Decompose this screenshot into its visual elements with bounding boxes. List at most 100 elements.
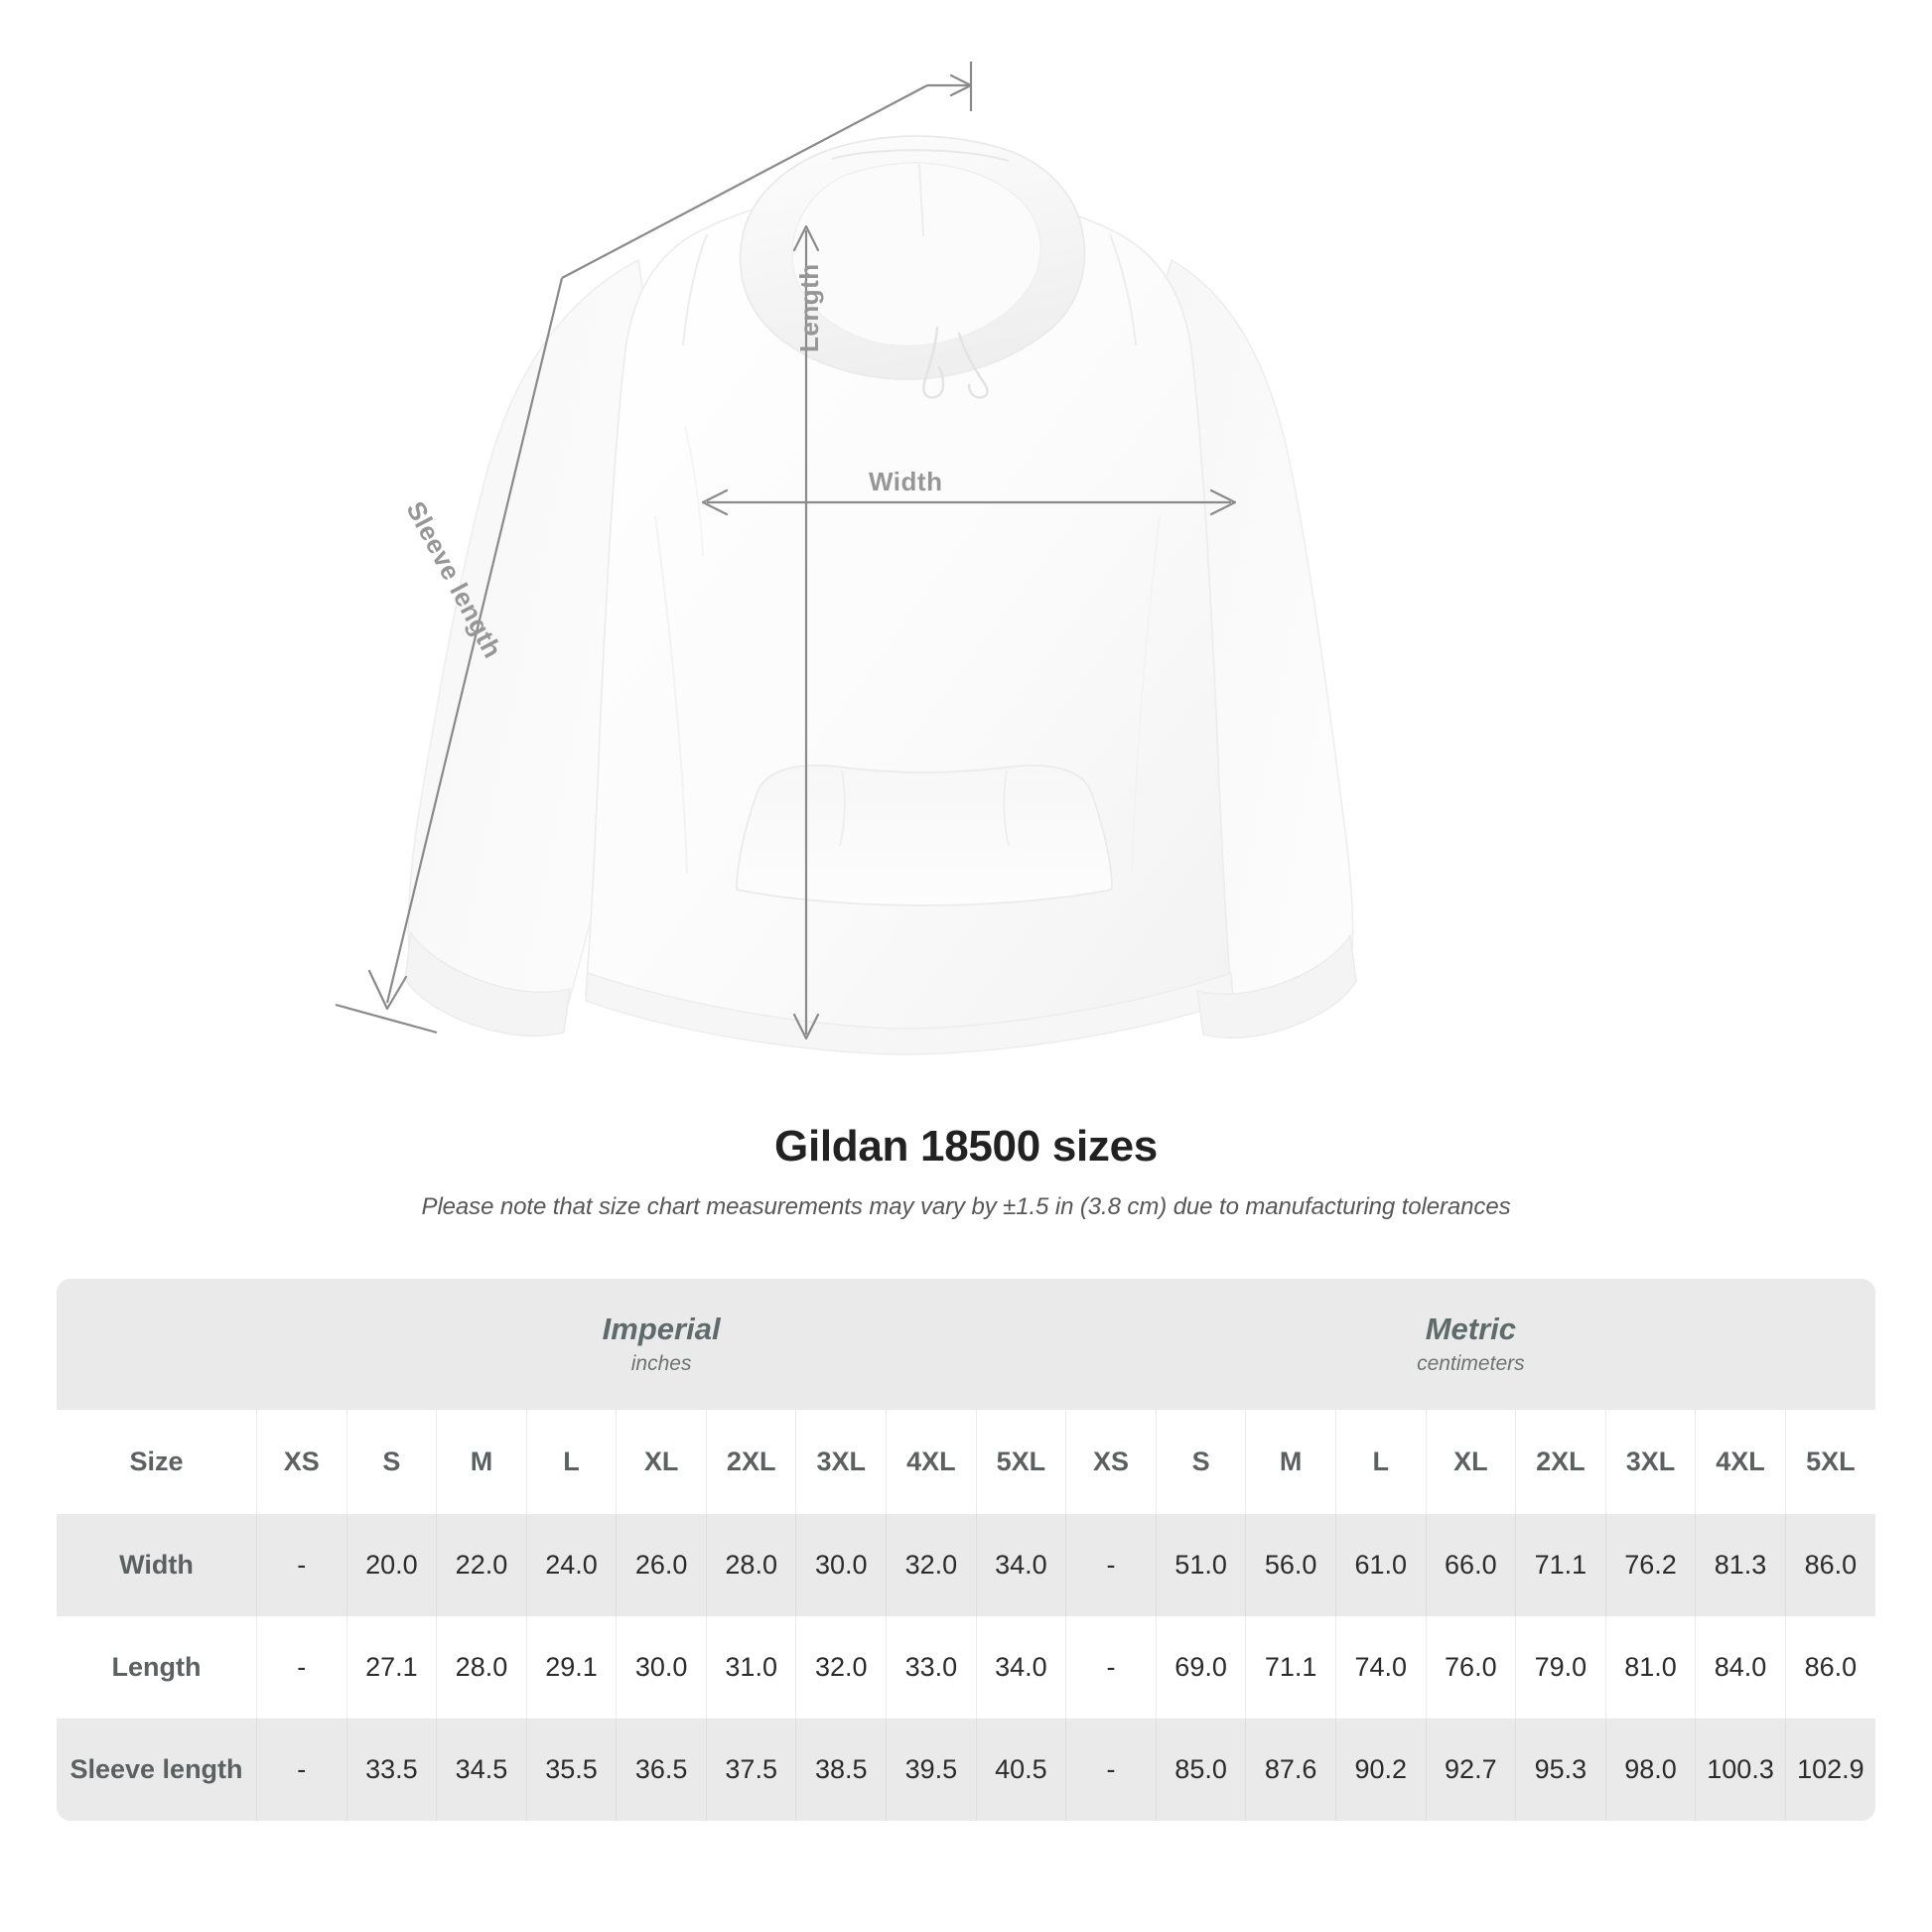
size-column-header-s: S — [1155, 1410, 1246, 1514]
cell-width: - — [1065, 1514, 1157, 1616]
size-corner-header: Size — [57, 1410, 257, 1514]
cell-length: 79.0 — [1515, 1616, 1606, 1719]
cell-length: 30.0 — [616, 1616, 707, 1719]
cell-length: 74.0 — [1334, 1616, 1427, 1719]
size-column-header-4xl: 4XL — [886, 1410, 977, 1514]
size-column-header-2xl: 2XL — [705, 1410, 796, 1514]
size-column-header-xl: XL — [1425, 1410, 1516, 1514]
cell-sleeve-length: 37.5 — [705, 1719, 796, 1821]
cell-width: 61.0 — [1334, 1514, 1427, 1616]
cell-length: 28.0 — [436, 1616, 527, 1719]
cell-sleeve-length: 35.5 — [525, 1719, 617, 1821]
cell-width: 26.0 — [616, 1514, 707, 1616]
size-column-header-m: M — [1245, 1410, 1336, 1514]
width-dimension — [701, 488, 1237, 516]
size-column-header-xs: XS — [1065, 1410, 1157, 1514]
size-column-header-s: S — [345, 1410, 437, 1514]
tolerance-note: Please note that size chart measurements… — [421, 1193, 1511, 1220]
cell-sleeve-length: 95.3 — [1515, 1719, 1606, 1821]
cell-sleeve-length: 34.5 — [436, 1719, 527, 1821]
cell-sleeve-length: 33.5 — [345, 1719, 437, 1821]
size-column-header-2xl: 2XL — [1515, 1410, 1606, 1514]
cell-width: 22.0 — [436, 1514, 527, 1616]
cell-sleeve-length: 102.9 — [1784, 1719, 1875, 1821]
cell-sleeve-length: 40.5 — [975, 1719, 1066, 1821]
cell-length: 34.0 — [975, 1616, 1066, 1719]
table-row: Sleeve length -33.5 34.5 35.5 36.5 37.5 38.5 39… — [57, 1719, 1875, 1821]
cell-sleeve-length: 38.5 — [795, 1719, 887, 1821]
garment-measurement-diagram: Length Width Sleeve length — [335, 62, 1357, 1055]
cell-length: 86.0 — [1784, 1616, 1875, 1719]
cell-sleeve-length: 100.3 — [1695, 1719, 1786, 1821]
size-column-header-4xl: 4XL — [1695, 1410, 1786, 1514]
cell-length: 29.1 — [525, 1616, 617, 1719]
cell-width: 56.0 — [1245, 1514, 1336, 1616]
cell-width: 71.1 — [1515, 1514, 1606, 1616]
sleeve-length-dimension — [335, 62, 973, 1035]
cell-length: 31.0 — [705, 1616, 796, 1719]
measurement-annotations — [335, 62, 1237, 1040]
title-block: Gildan 18500 sizes Please note that size… — [0, 1122, 1932, 1221]
cell-length: - — [256, 1616, 347, 1719]
cell-width: 28.0 — [705, 1514, 796, 1616]
unit-group-name: Imperial — [602, 1311, 721, 1346]
cell-width: 86.0 — [1784, 1514, 1875, 1616]
cell-width: 30.0 — [795, 1514, 887, 1616]
row-label-width: Width — [57, 1514, 257, 1616]
cell-width: 24.0 — [525, 1514, 617, 1616]
cell-sleeve-length: 87.6 — [1245, 1719, 1336, 1821]
size-table-container: Imperial inches Metric centimeters Size XS S M L… — [57, 1279, 1875, 1821]
cell-length: 33.0 — [886, 1616, 977, 1719]
cell-sleeve-length: 98.0 — [1604, 1719, 1696, 1821]
page-title: Gildan 18500 sizes — [774, 1122, 1158, 1171]
unit-band-row: Imperial inches Metric centimeters — [57, 1279, 1875, 1410]
cell-sleeve-length: 39.5 — [886, 1719, 977, 1821]
cell-length: 76.0 — [1425, 1616, 1516, 1719]
cell-length: 84.0 — [1695, 1616, 1786, 1719]
unit-band-spacer — [57, 1279, 257, 1410]
length-label: Length — [794, 263, 824, 352]
size-column-header-5xl: 5XL — [975, 1410, 1066, 1514]
unit-group-subtitle: inches — [630, 1352, 692, 1376]
cell-sleeve-length: 36.5 — [616, 1719, 707, 1821]
unit-group-metric: Metric centimeters — [1065, 1279, 1875, 1410]
cell-sleeve-length: 85.0 — [1155, 1719, 1246, 1821]
cell-sleeve-length: - — [256, 1719, 347, 1821]
cell-width: 66.0 — [1425, 1514, 1516, 1616]
cell-width: 20.0 — [345, 1514, 437, 1616]
size-column-header-l: L — [525, 1410, 617, 1514]
cell-width: 32.0 — [886, 1514, 977, 1616]
size-column-header-3xl: 3XL — [795, 1410, 887, 1514]
hoodie-shape — [404, 135, 1357, 1055]
cell-sleeve-length: - — [1065, 1719, 1157, 1821]
unit-group-name: Metric — [1425, 1311, 1517, 1346]
cell-width: 51.0 — [1155, 1514, 1246, 1616]
size-column-header-5xl: 5XL — [1784, 1410, 1875, 1514]
table-row: Length -27.1 28.0 29.1 30.0 31.0 32.0 33.0 34.0-… — [57, 1616, 1875, 1719]
size-chart-table: Imperial inches Metric centimeters Size XS S M L… — [57, 1279, 1875, 1821]
size-column-header-xl: XL — [616, 1410, 707, 1514]
cell-width: 81.3 — [1695, 1514, 1786, 1616]
hoodie-illustration — [335, 62, 1357, 1055]
cell-length: 81.0 — [1604, 1616, 1696, 1719]
row-label-length: Length — [57, 1616, 257, 1719]
cell-width: - — [256, 1514, 347, 1616]
width-label: Width — [869, 467, 943, 496]
size-column-header-l: L — [1334, 1410, 1427, 1514]
size-column-header-3xl: 3XL — [1604, 1410, 1696, 1514]
cell-sleeve-length: 90.2 — [1334, 1719, 1427, 1821]
cell-length: 27.1 — [345, 1616, 437, 1719]
cell-length: 69.0 — [1155, 1616, 1246, 1719]
cell-sleeve-length: 92.7 — [1425, 1719, 1516, 1821]
unit-group-subtitle: centimeters — [1417, 1352, 1525, 1376]
cell-width: 76.2 — [1604, 1514, 1696, 1616]
cell-width: 34.0 — [975, 1514, 1066, 1616]
size-column-header-m: M — [436, 1410, 527, 1514]
length-dimension — [792, 224, 820, 1040]
row-label-sleeve-length: Sleeve length — [57, 1719, 257, 1821]
unit-group-imperial: Imperial inches — [256, 1279, 1066, 1410]
size-column-header-xs: XS — [256, 1410, 347, 1514]
cell-length: - — [1065, 1616, 1157, 1719]
cell-length: 71.1 — [1245, 1616, 1336, 1719]
